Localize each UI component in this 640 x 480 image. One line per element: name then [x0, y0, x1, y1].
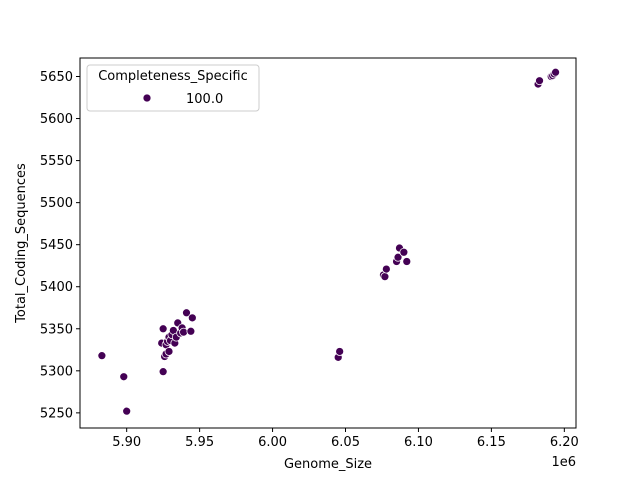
legend-box: [86, 64, 260, 112]
x-tick-label: 6.15: [477, 435, 506, 450]
y-tick-label: 5600: [40, 112, 73, 127]
data-point: [399, 247, 409, 257]
data-point: [380, 272, 390, 282]
data-point: [158, 367, 168, 377]
data-point: [122, 406, 132, 416]
ticks-layer: 5.90 5.95 6.00 6.05 6.10 6.15 6.20 5250 5300 5350…: [40, 70, 579, 450]
data-point: [381, 264, 391, 274]
x-tick-label: 6.20: [550, 435, 579, 450]
data-point: [164, 347, 174, 356]
x-tick-label: 6.05: [331, 435, 360, 450]
y-tick-label: 5350: [40, 322, 73, 337]
y-tick-label: 5300: [40, 364, 73, 379]
legend: Completeness_Specific 100.0: [86, 64, 260, 112]
data-point: [158, 324, 168, 334]
data-point: [182, 308, 191, 318]
x-axis-label: Genome_Size: [284, 457, 372, 472]
data-point: [551, 67, 560, 77]
legend-title: Completeness_Specific: [98, 69, 248, 84]
plot-frame: [79, 57, 577, 429]
x-tick-label: 5.95: [185, 435, 214, 450]
y-tick-label: 5400: [40, 280, 73, 295]
data-point: [119, 372, 129, 382]
x-tick-label: 5.90: [112, 435, 141, 450]
data-point: [393, 252, 403, 262]
y-tick-label: 5550: [40, 154, 73, 169]
data-point: [535, 76, 544, 86]
data-point: [97, 351, 107, 361]
y-axis-label: Total_Coding_Sequences: [14, 163, 29, 324]
data-point: [179, 327, 188, 337]
data-point: [186, 326, 196, 336]
legend-entry-label: 100.0: [186, 92, 223, 107]
data-point: [335, 347, 345, 356]
x-axis-offset-label: 1e6: [551, 455, 576, 470]
x-tick-label: 6.00: [258, 435, 287, 450]
legend-marker: [142, 93, 152, 103]
data-point: [187, 313, 197, 323]
y-tick-label: 5500: [40, 196, 73, 211]
points-layer: [97, 67, 560, 416]
y-tick-label: 5650: [40, 70, 73, 85]
y-tick-label: 5250: [40, 406, 73, 421]
y-tick-label: 5450: [40, 238, 73, 253]
data-point: [402, 257, 412, 266]
x-tick-label: 6.10: [404, 435, 433, 450]
